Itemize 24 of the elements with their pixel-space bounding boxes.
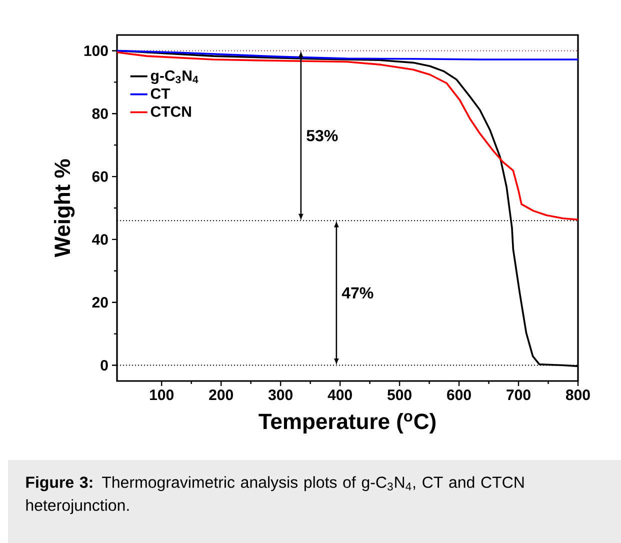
x-axis-title: Temperature ($^{o}$C) (258, 413, 436, 434)
y-tick-label: 80 (92, 108, 108, 119)
x-tick-label: 700 (506, 390, 530, 400)
legend-label: CTCN (150, 106, 191, 117)
legend-label: CT (150, 88, 170, 99)
text: Figure 3: Thermogravimetric analysis plots of g-C$_{3}$N$_{4}$, CT and CTCN heterojunction. (26, 476, 524, 514)
x-tick-label: 600 (447, 390, 471, 400)
x-tick-label: 300 (268, 390, 292, 400)
legend-label: g-C$_{3}$N$_{4}$ (150, 70, 198, 84)
line-series (116, 50, 579, 60)
y-tick-label: 20 (92, 297, 108, 308)
y-tick-label: 100 (84, 45, 108, 56)
x-tick-label: 800 (566, 390, 590, 400)
x-tick-label: 200 (209, 390, 233, 400)
y-tick-label: 0 (100, 360, 108, 371)
annotation: 53% (306, 130, 338, 142)
x-tick-label: 100 (150, 390, 174, 400)
y-tick-label: 60 (92, 171, 108, 182)
x-tick-label: 500 (387, 390, 412, 400)
y-axis-title: Weight % (54, 159, 75, 258)
line-series (116, 51, 579, 221)
annotation: 47% (342, 287, 374, 299)
x-tick-label: 400 (328, 390, 352, 400)
y-tick-label: 40 (92, 234, 108, 245)
